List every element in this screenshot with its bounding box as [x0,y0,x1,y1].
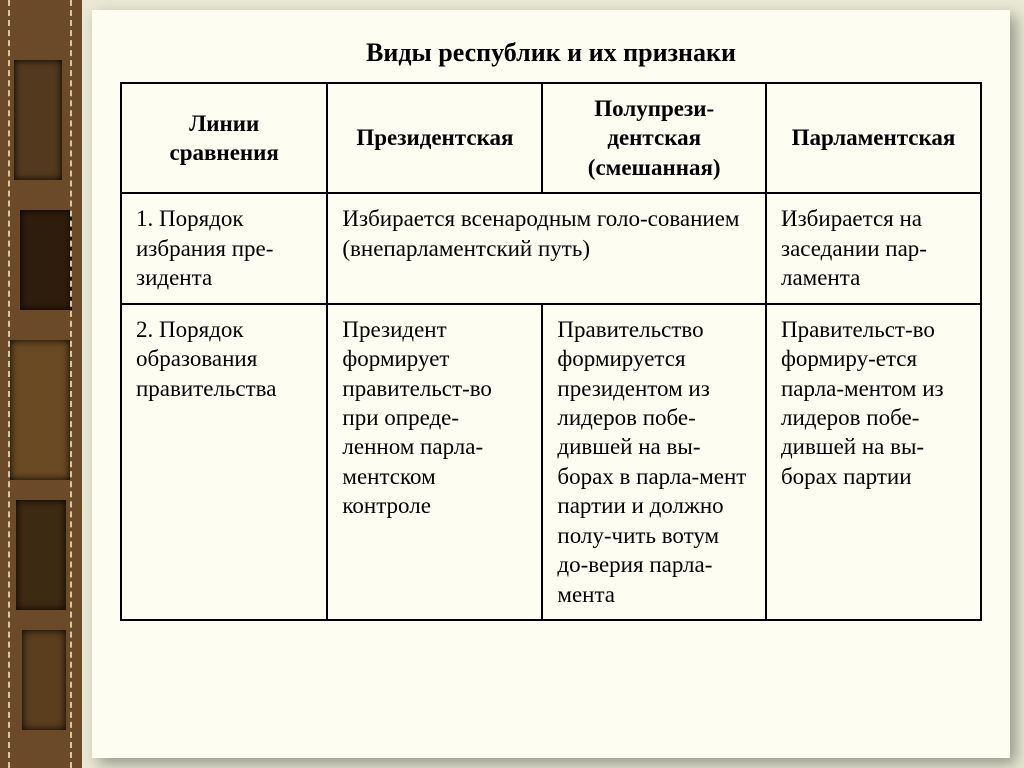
cell: Президент формирует правительст-во при о… [327,304,542,620]
table-caption: Виды республик и их признаки [120,32,982,82]
col-header: Президентская [327,83,542,193]
col-header: Линии сравнения [121,83,327,193]
decor-patch [20,210,72,310]
table-row: 1. Порядок избрания пре-зидента Избирает… [121,193,981,303]
decor-patch [22,630,66,730]
decor-patch [16,500,66,610]
slide: Виды республик и их признаки Линии сравн… [92,10,1010,758]
decor-patch [14,60,62,180]
table-header-row: Линии сравнения Президентская Полупрези-… [121,83,981,193]
col-header: Парламентская [766,83,981,193]
decorative-parchment-strip [0,0,82,768]
row-label: 2. Порядок образования правительства [121,304,327,620]
decor-patch [10,340,70,480]
cell-merged: Избирается всенародным голо-сованием (вн… [327,193,766,303]
cell: Избирается на заседании пар-ламента [766,193,981,303]
comparison-table: Виды республик и их признаки Линии сравн… [120,32,982,621]
row-label: 1. Порядок избрания пре-зидента [121,193,327,303]
cell: Правительст-во формиру-ется парла-ментом… [766,304,981,620]
slide-container: Виды республик и их признаки Линии сравн… [82,0,1024,768]
table-row: 2. Порядок образования правительства Пре… [121,304,981,620]
col-header: Полупрези-дентская (смешанная) [542,83,766,193]
cell: Правительство формируется президентом из… [542,304,766,620]
